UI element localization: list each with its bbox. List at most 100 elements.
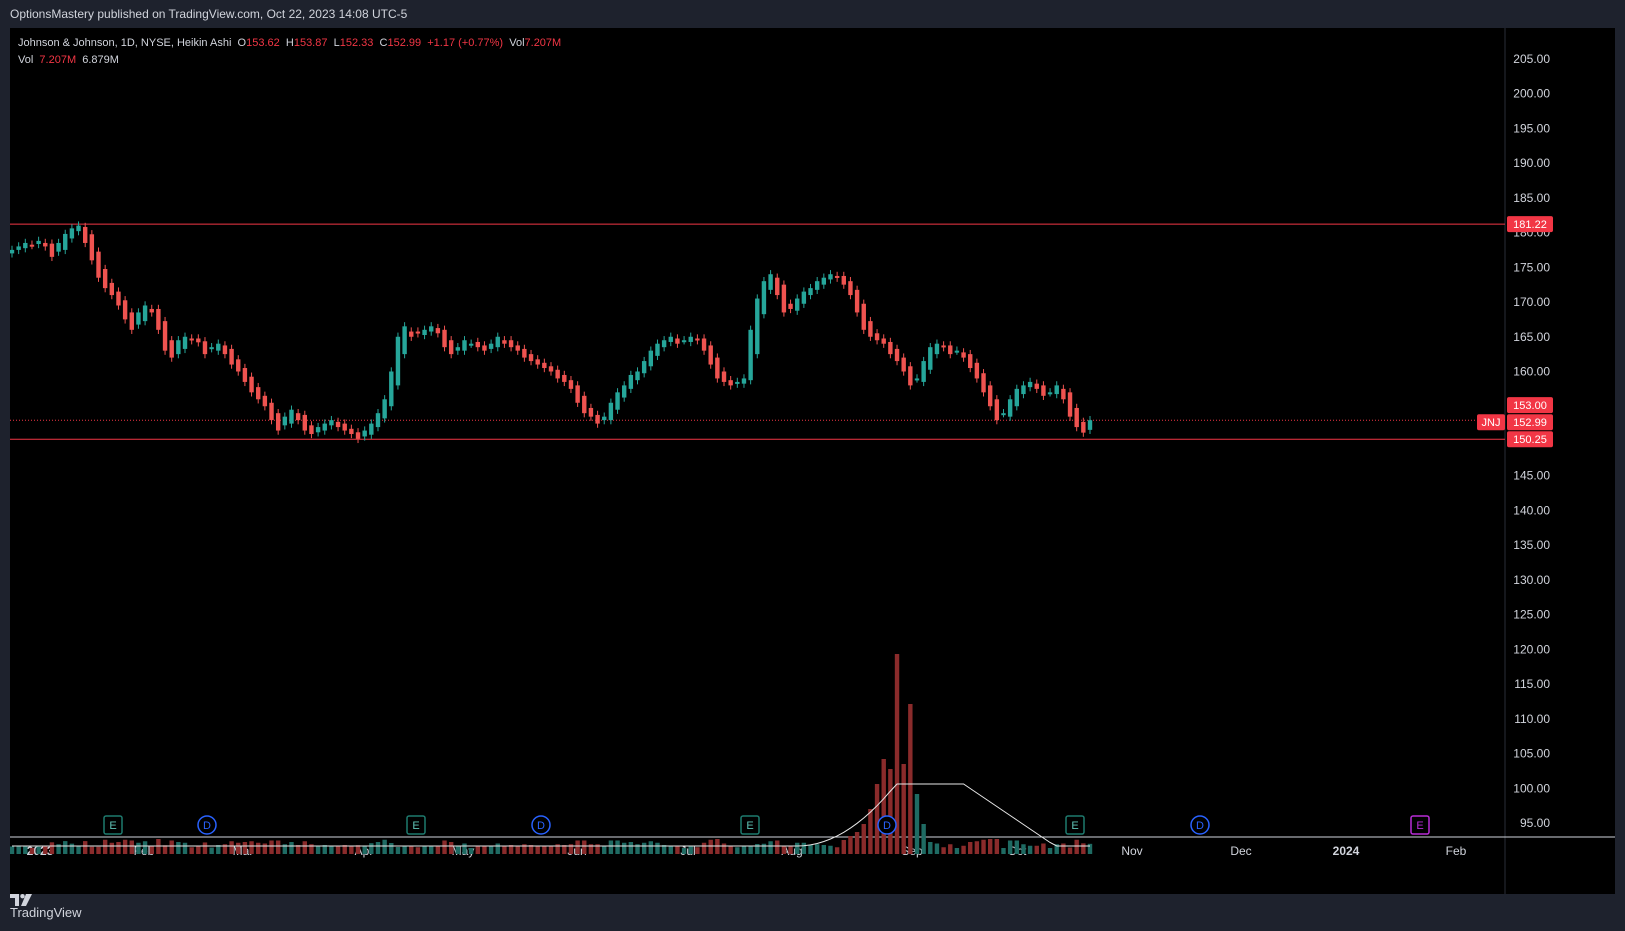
candle-body	[229, 348, 234, 365]
level-price-tag	[1507, 216, 1553, 233]
candle-body	[555, 369, 560, 379]
y-tick-label: 175.00	[1513, 260, 1550, 274]
candle-body	[302, 414, 307, 431]
candle-body	[182, 336, 188, 349]
volume-bar	[429, 845, 434, 854]
volume-bar	[1027, 845, 1033, 854]
volume-bar	[728, 845, 733, 854]
candle-body	[602, 416, 607, 421]
volume-bar	[914, 794, 920, 854]
volume-bar	[881, 759, 886, 854]
candle-body	[548, 366, 554, 372]
candle-body	[475, 341, 481, 348]
y-tick-label: 135.00	[1513, 538, 1550, 552]
volume-bar	[256, 842, 261, 854]
candle-body	[395, 336, 401, 386]
volume-bar	[189, 847, 194, 854]
price-scale[interactable]	[1505, 28, 1615, 894]
candle-body	[788, 303, 793, 309]
volume-bar	[382, 839, 387, 854]
y-tick-label: 120.00	[1513, 642, 1550, 656]
volume-bar	[349, 845, 354, 854]
y-tick-label: 130.00	[1513, 573, 1550, 587]
candle-body	[568, 380, 574, 389]
earnings-icon[interactable]	[1065, 815, 1085, 835]
volume-bar	[76, 845, 81, 854]
volume-bar	[608, 840, 614, 854]
volume-bar	[575, 840, 580, 854]
dividend-icon[interactable]	[1190, 815, 1210, 835]
candle-body	[608, 402, 614, 421]
event-badge-label: E	[746, 820, 753, 832]
volume-bar	[874, 784, 880, 854]
candle-body	[10, 249, 15, 254]
candle-body	[209, 347, 214, 350]
candle-body	[1067, 392, 1073, 417]
x-tick-label: Dec	[1230, 844, 1251, 858]
earnings-icon[interactable]	[406, 815, 426, 835]
volume-bar	[282, 844, 288, 854]
volume-bar	[1041, 843, 1046, 854]
candle-body	[974, 362, 980, 379]
price-chart[interactable]: 95.00 100.00 105.00 110.00 115.00 120.00 125.0…	[10, 28, 1615, 894]
volume-bar	[908, 704, 913, 854]
level-price-tag	[1507, 431, 1553, 448]
tradingview-logo[interactable]: TradingView	[10, 894, 82, 931]
candle-body	[189, 338, 194, 341]
volume-bar	[655, 842, 660, 854]
volume-bar	[841, 840, 846, 854]
volume-bar	[508, 845, 514, 854]
volume-bar	[522, 844, 527, 854]
volume-bar	[595, 844, 600, 854]
legend-change: +1.17 (+0.77%)	[427, 37, 504, 49]
candle-body	[562, 374, 567, 382]
candle-body	[914, 378, 920, 381]
candle-body	[615, 392, 620, 410]
price-tag	[1507, 397, 1553, 414]
volume-bar	[934, 843, 940, 854]
volume-bar	[468, 848, 474, 854]
earnings-icon[interactable]	[1410, 815, 1430, 835]
volume-bar	[901, 764, 906, 854]
earnings-icon[interactable]	[740, 815, 760, 835]
volume-bar	[236, 842, 241, 854]
candle-body	[868, 321, 873, 337]
chart-area[interactable]: 95.00 100.00 105.00 110.00 115.00 120.00 125.0…	[10, 28, 1615, 894]
volume-bar	[661, 845, 667, 854]
candle-body	[575, 385, 580, 403]
volume-bar	[994, 839, 1000, 854]
volume-bar	[289, 842, 294, 854]
candle-body	[874, 333, 880, 341]
candle-body	[335, 421, 341, 428]
volume-bar	[1001, 848, 1006, 854]
volume-bar	[275, 840, 281, 854]
candle-body	[116, 291, 121, 306]
volume-bar	[322, 845, 327, 854]
volume-bar	[355, 845, 361, 854]
publisher-bar: OptionsMastery published on TradingView.…	[0, 0, 1625, 28]
dividend-icon[interactable]	[197, 815, 217, 835]
candle-body	[488, 343, 494, 349]
candle-body	[275, 413, 281, 431]
volume-bar	[142, 841, 148, 854]
volume-bar	[775, 840, 780, 854]
legend-vol2-value: 7.207M	[39, 54, 77, 66]
legend-h-value: 153.87	[293, 37, 328, 49]
candle-body	[795, 298, 800, 311]
y-tick-label: 160.00	[1513, 364, 1550, 378]
candle-body	[382, 399, 387, 419]
volume-bar	[701, 842, 707, 854]
volume-bar	[528, 845, 534, 854]
volume-bar	[82, 841, 88, 854]
dividend-icon[interactable]	[877, 815, 897, 835]
y-tick-label: 170.00	[1513, 295, 1550, 309]
volume-bar	[721, 843, 727, 854]
candle-body	[735, 381, 740, 384]
candle-body	[635, 371, 640, 381]
earnings-icon[interactable]	[103, 815, 123, 835]
dividend-icon[interactable]	[531, 815, 551, 835]
candle-body	[1081, 421, 1086, 433]
volume-bar	[768, 841, 773, 854]
volume-bar	[834, 847, 840, 854]
candle-body	[422, 329, 427, 336]
